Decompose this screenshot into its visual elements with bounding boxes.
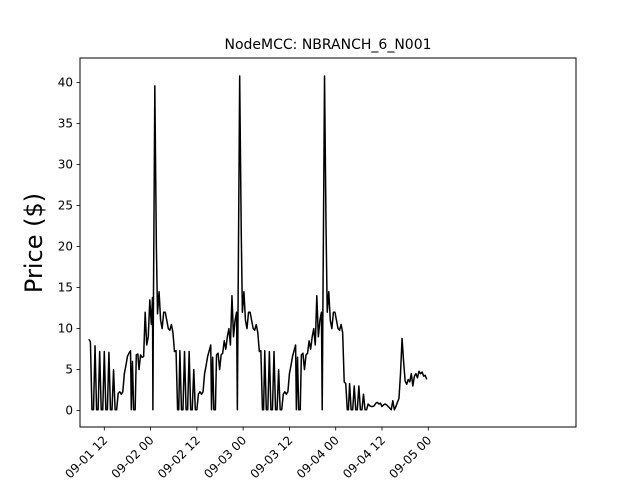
series-layer bbox=[88, 75, 428, 411]
y-tick-label: 0 bbox=[65, 404, 73, 418]
axes-frame bbox=[79, 57, 577, 428]
y-axis-ticks: 0 5 10 15 20 25 30 35 40 bbox=[58, 76, 80, 418]
y-tick-label: 10 bbox=[58, 322, 73, 336]
y-tick-label: 5 bbox=[65, 363, 73, 377]
y-tick-label: 35 bbox=[58, 117, 73, 131]
y-tick-label: 40 bbox=[58, 76, 73, 90]
y-tick-label: 30 bbox=[58, 158, 73, 172]
y-axis-label: Price ($) bbox=[20, 193, 48, 293]
chart-title: NodeMCC: NBRANCH_6_N001 bbox=[224, 37, 431, 53]
series-line-0 bbox=[88, 75, 428, 411]
y-tick-label: 20 bbox=[58, 240, 73, 254]
y-tick-label: 25 bbox=[58, 199, 73, 213]
y-tick-label: 15 bbox=[58, 281, 73, 295]
